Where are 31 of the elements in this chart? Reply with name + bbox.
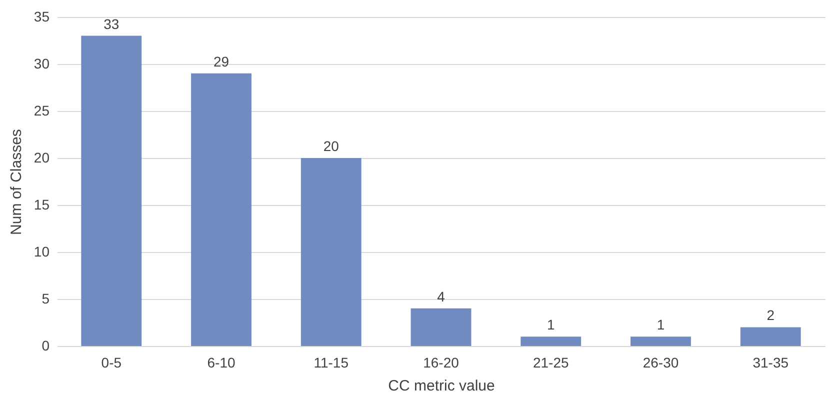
data-label: 4 xyxy=(437,288,446,304)
data-label: 2 xyxy=(766,307,775,324)
bar xyxy=(520,336,582,346)
bar xyxy=(300,158,362,346)
y-tick-label: 15 xyxy=(34,196,50,212)
y-tick-label: 0 xyxy=(42,338,50,354)
data-label: 29 xyxy=(213,53,230,70)
x-tick-label: 6-10 xyxy=(207,354,236,370)
bar xyxy=(630,336,691,346)
data-label: 1 xyxy=(656,316,665,333)
y-tick-label: 35 xyxy=(34,8,50,24)
bar xyxy=(740,327,801,346)
y-tick-label: 20 xyxy=(34,150,50,166)
x-tick-label: 0-5 xyxy=(101,354,122,370)
y-tick-label: 25 xyxy=(34,102,50,118)
x-tick-label: 31-35 xyxy=(752,354,789,370)
x-tick-label: 21-25 xyxy=(532,354,569,370)
x-tick-label: 16-20 xyxy=(423,354,460,370)
y-tick-label: 5 xyxy=(42,290,50,306)
bar xyxy=(191,73,252,346)
x-tick-label: 26-30 xyxy=(642,354,679,370)
data-label: 33 xyxy=(104,16,120,32)
data-label: 1 xyxy=(546,316,555,333)
x-tick-label: 11-15 xyxy=(314,354,349,370)
bar xyxy=(410,308,472,346)
y-tick-label: 30 xyxy=(34,56,50,72)
x-axis-title: CC metric value xyxy=(388,378,495,394)
y-axis-title: Num of Classes xyxy=(8,129,25,235)
data-label: 20 xyxy=(323,138,340,154)
y-tick-label: 10 xyxy=(34,244,50,260)
bar xyxy=(81,36,142,346)
